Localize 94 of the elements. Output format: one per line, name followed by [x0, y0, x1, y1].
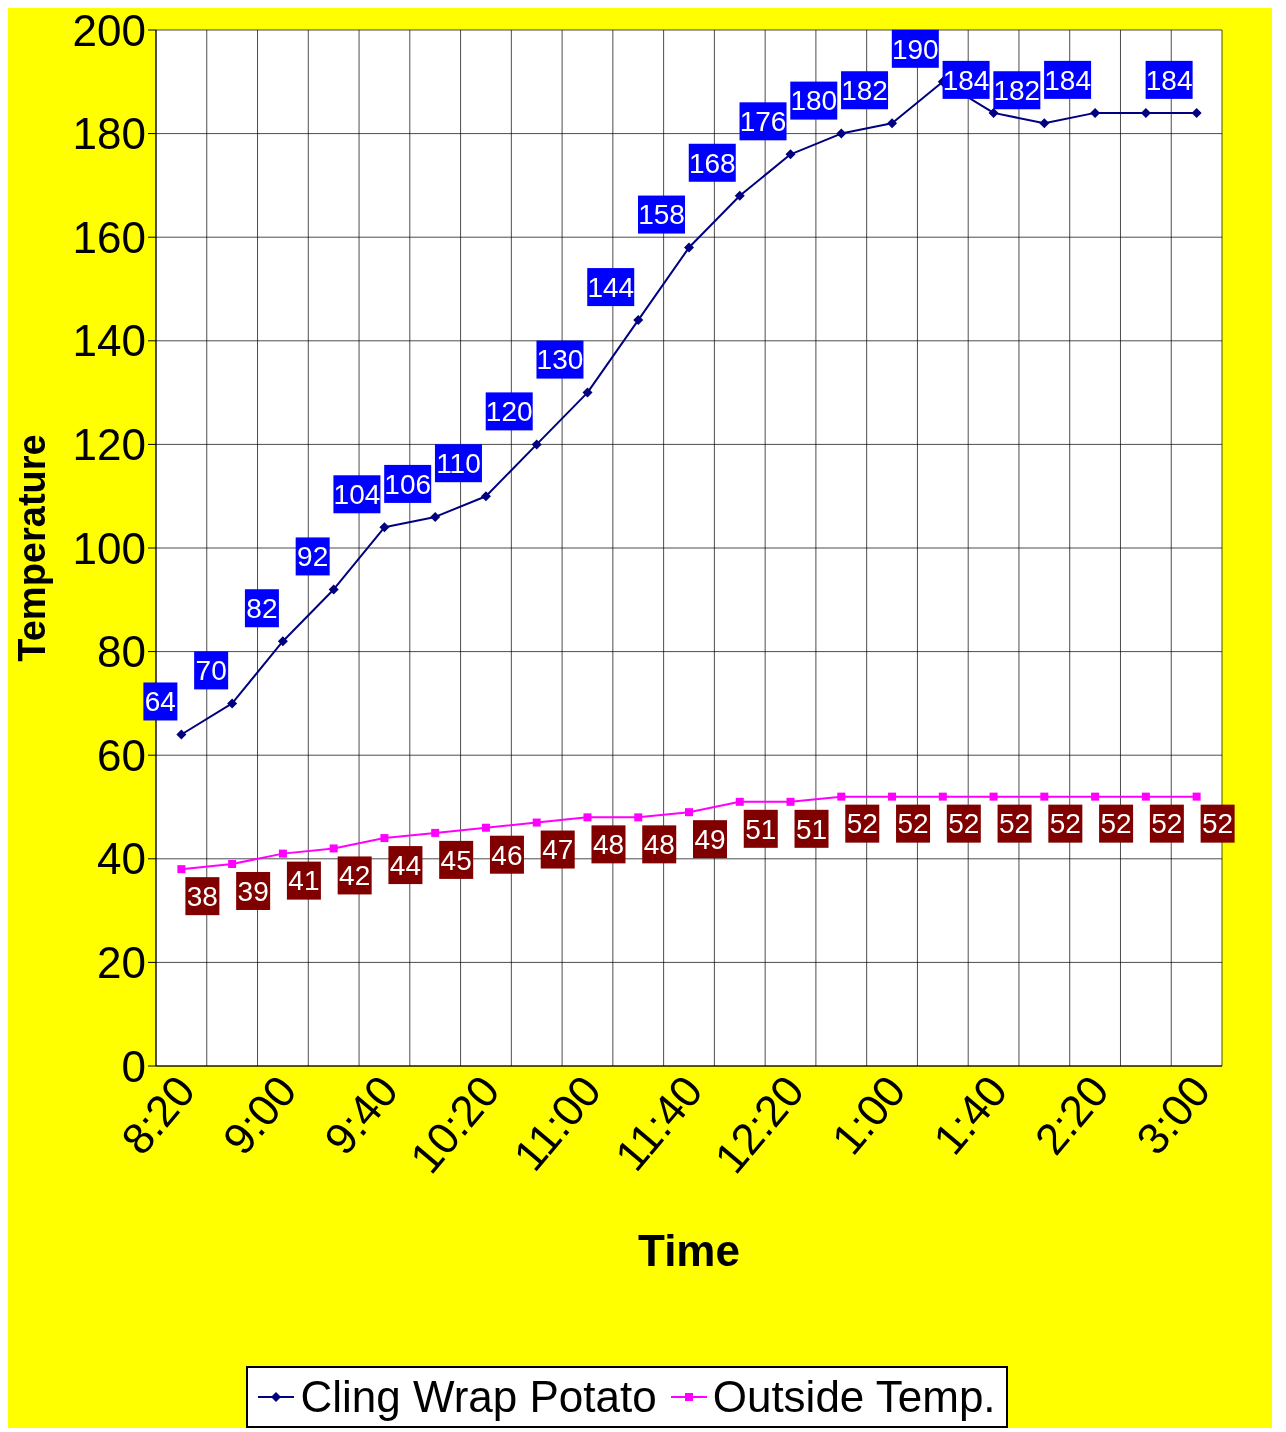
y-tick-label: 120 — [72, 420, 146, 470]
data-label: 42 — [339, 860, 371, 892]
data-label: 106 — [384, 468, 432, 500]
data-label: 52 — [1100, 808, 1132, 840]
data-label: 130 — [536, 344, 584, 376]
data-label: 52 — [1049, 808, 1081, 840]
y-tick-label: 160 — [72, 212, 146, 262]
point — [836, 128, 847, 139]
point — [684, 242, 694, 253]
data-label: 182 — [841, 75, 888, 107]
point — [1192, 792, 1201, 801]
data-label: 168 — [688, 147, 736, 179]
point — [532, 818, 541, 827]
point — [227, 698, 238, 709]
y-tick-label: 200 — [72, 5, 146, 55]
point — [633, 315, 644, 326]
point — [582, 387, 593, 398]
data-label: 52 — [948, 808, 980, 840]
point — [228, 859, 237, 868]
point — [1091, 792, 1100, 801]
point — [1039, 118, 1050, 129]
data-label: 184 — [1145, 64, 1193, 96]
data-label: 144 — [587, 271, 635, 303]
data-label: 184 — [942, 64, 990, 96]
point — [1040, 792, 1049, 801]
point — [480, 491, 491, 502]
point — [634, 813, 643, 822]
point — [431, 828, 440, 837]
data-label: 52 — [897, 808, 929, 840]
point — [277, 636, 288, 647]
point — [430, 511, 441, 522]
data-label: 70 — [195, 655, 227, 687]
data-label: 52 — [846, 808, 878, 840]
data-label: 51 — [745, 813, 777, 845]
data-label: 120 — [485, 396, 533, 428]
y-tick-label: 80 — [97, 627, 146, 677]
data-label: 48 — [643, 829, 675, 861]
point — [531, 439, 542, 450]
y-axis-title: Temperature — [11, 434, 54, 662]
data-label: 92 — [297, 541, 329, 573]
point — [379, 522, 390, 533]
point — [1191, 107, 1202, 118]
point — [1141, 792, 1150, 801]
point — [278, 849, 287, 858]
point — [785, 149, 796, 160]
data-label: 47 — [542, 834, 574, 866]
data-label: 190 — [891, 33, 939, 65]
point — [481, 823, 490, 832]
data-label: 52 — [1151, 808, 1183, 840]
point — [837, 792, 846, 801]
point — [887, 118, 898, 129]
data-label: 182 — [993, 75, 1041, 107]
data-label: 110 — [436, 448, 481, 479]
point — [380, 834, 389, 843]
point — [989, 792, 998, 801]
point — [938, 792, 947, 801]
point — [685, 808, 693, 817]
data-label: 48 — [592, 829, 625, 861]
data-label: 52 — [1202, 808, 1234, 840]
point — [735, 797, 744, 806]
data-label: 82 — [246, 593, 278, 625]
y-tick-label: 40 — [97, 834, 146, 884]
data-label: 64 — [144, 686, 176, 718]
data-label: 176 — [739, 106, 787, 138]
y-tick-label: 180 — [72, 109, 146, 159]
data-label: 38 — [186, 880, 218, 912]
legend-label: Outside Temp. — [712, 1372, 996, 1422]
data-label: 39 — [237, 875, 269, 907]
data-label: 51 — [795, 813, 828, 845]
point — [329, 844, 338, 853]
y-tick-label: 140 — [72, 316, 146, 366]
data-label: 158 — [638, 199, 685, 231]
point — [176, 729, 187, 740]
y-tick-label: 60 — [97, 730, 146, 780]
point — [734, 190, 745, 201]
point — [583, 813, 592, 822]
data-label: 44 — [389, 849, 422, 881]
data-label: 45 — [440, 844, 472, 876]
data-label: 46 — [491, 839, 523, 871]
data-label: 104 — [333, 479, 381, 511]
point — [177, 865, 186, 874]
data-label: 52 — [998, 808, 1031, 840]
point — [786, 797, 795, 806]
y-tick-label: 20 — [97, 938, 146, 988]
data-label: 184 — [1044, 64, 1091, 96]
legend-label: Cling Wrap Potato — [300, 1372, 657, 1422]
x-axis-title: Time — [638, 1226, 740, 1275]
point — [328, 584, 339, 595]
data-label: 41 — [288, 865, 320, 897]
point — [988, 107, 999, 118]
data-label: 180 — [790, 85, 838, 117]
data-label: 49 — [694, 823, 726, 855]
y-tick-label: 100 — [72, 523, 146, 573]
point — [888, 792, 897, 801]
